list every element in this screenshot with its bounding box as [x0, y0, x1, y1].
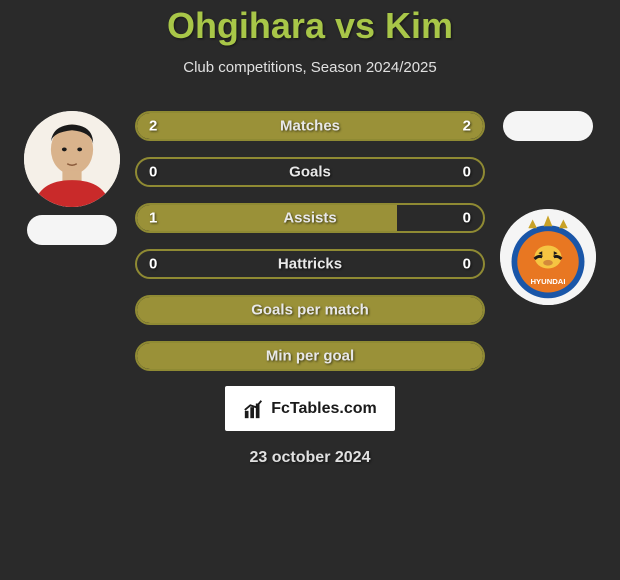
chart-icon [243, 398, 265, 420]
stat-value-right: 0 [463, 256, 471, 273]
stat-value-right: 0 [463, 164, 471, 181]
player-right-badge: HYUNDAI [500, 209, 596, 305]
player-left-badge [27, 215, 117, 245]
player-left-avatar [24, 111, 120, 207]
stat-bar: 0 0 Goals [135, 157, 485, 187]
branding-text: FcTables.com [271, 400, 377, 418]
subtitle: Club competitions, Season 2024/2025 [0, 59, 620, 76]
stat-value-left: 0 [149, 164, 157, 181]
player-left-name: Ohgihara [167, 5, 325, 46]
comparison-row: 2 2 Matches 0 0 Goals 1 0 Assists 0 0 Hattricks Goal… [0, 111, 620, 371]
stat-label: Assists [283, 210, 336, 227]
stat-value-left: 0 [149, 256, 157, 273]
stat-bar: 0 0 Hattricks [135, 249, 485, 279]
stat-bar: 1 0 Assists [135, 203, 485, 233]
player-right-col: HYUNDAI [500, 111, 596, 305]
player-right-name: Kim [385, 5, 453, 46]
stats-bars: 2 2 Matches 0 0 Goals 1 0 Assists 0 0 Hattricks Goal… [135, 111, 485, 371]
stat-value-right: 0 [463, 210, 471, 227]
stat-label: Goals [289, 164, 331, 181]
stat-value-left: 1 [149, 210, 157, 227]
branding-badge: FcTables.com [225, 386, 395, 431]
stat-bar: Min per goal [135, 341, 485, 371]
date: 23 october 2024 [0, 449, 620, 467]
stat-value-left: 2 [149, 118, 157, 135]
footer: FcTables.com 23 october 2024 [0, 386, 620, 467]
bar-fill-left [137, 205, 397, 231]
stat-value-right: 2 [463, 118, 471, 135]
stat-label: Goals per match [251, 302, 369, 319]
player-left-col [24, 111, 120, 245]
stat-label: Min per goal [266, 348, 354, 365]
stat-label: Matches [280, 118, 340, 135]
stat-label: Hattricks [278, 256, 342, 273]
svg-text:HYUNDAI: HYUNDAI [531, 277, 566, 286]
title-row: Ohgihara vs Kim [0, 5, 620, 47]
vs-text: vs [335, 5, 375, 46]
stat-bar: 2 2 Matches [135, 111, 485, 141]
player-right-name-chip [503, 111, 593, 141]
stat-bar: Goals per match [135, 295, 485, 325]
